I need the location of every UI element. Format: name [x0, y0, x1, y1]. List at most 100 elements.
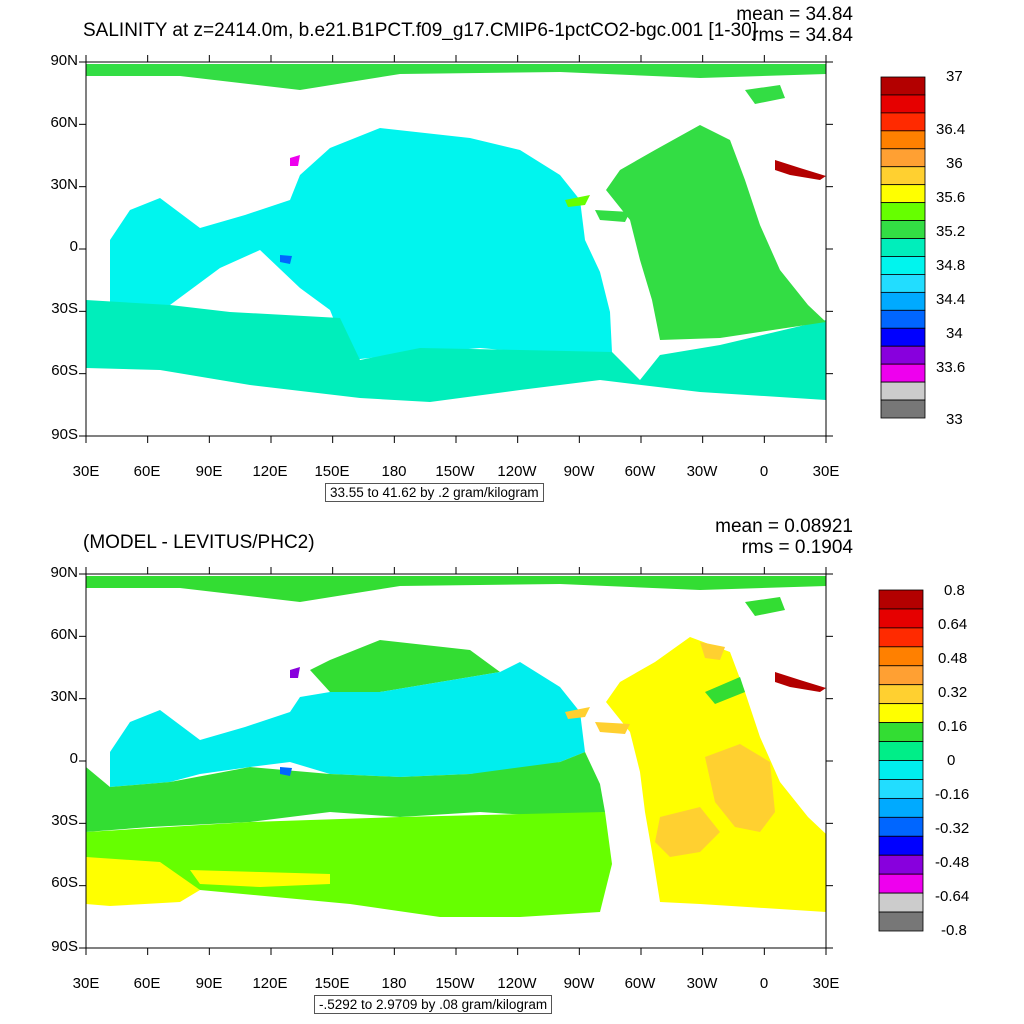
- difference-cb-label: 0: [947, 752, 956, 769]
- salinity-contour-info: 33.55 to 41.62 by .2 gram/kilogram: [325, 483, 544, 502]
- colorbar-swatch: [880, 112, 926, 132]
- lon-label-60w: 60W: [624, 975, 656, 992]
- colorbar-swatch: [878, 816, 924, 837]
- salinity-cb-label: 35.6: [936, 189, 966, 206]
- lon-label-180: 180: [381, 463, 407, 480]
- lat-label-60s: 60S: [51, 874, 78, 891]
- colorbar-swatch: [880, 399, 926, 419]
- lon-label-60w: 60W: [624, 463, 656, 480]
- lon-label-30e-end: 30E: [812, 463, 840, 480]
- colorbar-swatch: [880, 363, 926, 383]
- salinity-cb-label: 37: [946, 68, 963, 85]
- colorbar-swatch: [878, 760, 924, 780]
- difference-axis-ticks: [79, 567, 833, 955]
- lat-label-90s: 90S: [51, 938, 78, 955]
- lat-label-30n: 30N: [50, 176, 78, 193]
- colorbar-swatch: [880, 166, 926, 186]
- difference-panel: (MODEL - LEVITUS/PHC2) mean = 0.08921 rm…: [0, 512, 1024, 1024]
- lat-label-90n: 90N: [50, 564, 78, 581]
- salinity-rms: rms = 34.84: [752, 25, 853, 46]
- lon-label-120w: 120W: [497, 463, 537, 480]
- salinity-cb-label: 35.2: [936, 223, 966, 240]
- difference-cb-label: -0.8: [941, 922, 967, 939]
- lon-label-90e: 90E: [195, 463, 223, 480]
- colorbar-swatch: [878, 741, 924, 761]
- lon-label-60e: 60E: [133, 463, 161, 480]
- colorbar-swatch: [880, 202, 926, 221]
- salinity-map: [79, 55, 833, 443]
- salinity-cb-label: 34.4: [936, 291, 966, 308]
- difference-cb-label: -0.48: [935, 854, 970, 871]
- lat-label-60n: 60N: [50, 114, 78, 131]
- difference-colorbar: [878, 589, 924, 932]
- lon-label-30w: 30W: [686, 463, 718, 480]
- lat-label-60s: 60S: [51, 362, 78, 379]
- colorbar-swatch: [880, 345, 926, 365]
- lon-label-150w: 150W: [435, 463, 475, 480]
- lon-label-30e-end: 30E: [812, 975, 840, 992]
- difference-ocean-field: [86, 576, 826, 917]
- colorbar-swatch: [878, 627, 924, 648]
- difference-rms: rms = 0.1904: [741, 537, 853, 558]
- difference-cb-label: 0.8: [944, 582, 965, 599]
- colorbar-swatch: [878, 722, 924, 742]
- lon-label-30e: 30E: [72, 975, 100, 992]
- colorbar-swatch: [878, 873, 924, 894]
- difference-contour-info: -.5292 to 2.9709 by .08 gram/kilogram: [314, 995, 553, 1014]
- lon-label-150w: 150W: [435, 975, 475, 992]
- colorbar-swatch: [878, 892, 924, 913]
- colorbar-swatch: [878, 911, 924, 932]
- lat-label-0: 0: [69, 750, 78, 767]
- salinity-colorbar: [880, 76, 926, 419]
- difference-cb-label: 0.64: [938, 616, 968, 633]
- lon-label-180: 180: [381, 975, 407, 992]
- difference-map: [79, 567, 833, 955]
- colorbar-swatch: [880, 238, 926, 257]
- lon-label-90e: 90E: [195, 975, 223, 992]
- colorbar-swatch: [880, 220, 926, 239]
- difference-mean: mean = 0.08921: [715, 516, 853, 537]
- lon-label-120e: 120E: [252, 975, 288, 992]
- difference-cb-label: 0.16: [938, 718, 968, 735]
- salinity-title: SALINITY at z=2414.0m, b.e21.B1PCT.f09_g…: [83, 20, 757, 41]
- lon-label-30w: 30W: [686, 975, 718, 992]
- salinity-panel: SALINITY at z=2414.0m, b.e21.B1PCT.f09_g…: [50, 4, 966, 502]
- colorbar-swatch: [880, 148, 926, 168]
- difference-cb-label: -0.64: [935, 888, 970, 905]
- salinity-cb-label: 34: [946, 325, 963, 342]
- colorbar-swatch: [878, 589, 924, 610]
- colorbar-swatch: [880, 291, 926, 311]
- colorbar-swatch: [878, 835, 924, 856]
- colorbar-swatch: [880, 184, 926, 204]
- colorbar-swatch: [880, 309, 926, 329]
- salinity-cb-label: 36.4: [936, 121, 966, 138]
- lon-label-150e: 150E: [314, 463, 350, 480]
- lat-label-90n: 90N: [50, 52, 78, 69]
- lon-label-90w: 90W: [563, 463, 595, 480]
- lon-label-120e: 120E: [252, 463, 288, 480]
- colorbar-swatch: [880, 274, 926, 293]
- lat-label-60n: 60N: [50, 626, 78, 643]
- lat-label-30s: 30S: [51, 812, 78, 829]
- colorbar-swatch: [878, 703, 924, 724]
- lon-label-90w: 90W: [563, 975, 595, 992]
- colorbar-swatch: [880, 381, 926, 401]
- salinity-cb-label: 33: [946, 411, 963, 428]
- colorbar-swatch: [878, 608, 924, 629]
- colorbar-swatch: [878, 854, 924, 875]
- salinity-ocean-field: [86, 64, 826, 402]
- difference-cb-label: 0.48: [938, 650, 968, 667]
- lon-label-0: 0: [759, 975, 769, 992]
- colorbar-swatch: [878, 646, 924, 667]
- colorbar-swatch: [880, 76, 926, 96]
- difference-cb-label: -0.32: [935, 820, 970, 837]
- lon-label-150e: 150E: [314, 975, 350, 992]
- lon-label-60e: 60E: [133, 975, 161, 992]
- salinity-mean: mean = 34.84: [736, 4, 853, 25]
- lat-label-90s: 90S: [51, 426, 78, 443]
- salinity-axis-ticks: [79, 55, 833, 443]
- lat-label-0: 0: [69, 238, 78, 255]
- colorbar-swatch: [880, 256, 926, 275]
- lat-label-30s: 30S: [51, 300, 78, 317]
- lat-label-30n: 30N: [50, 688, 78, 705]
